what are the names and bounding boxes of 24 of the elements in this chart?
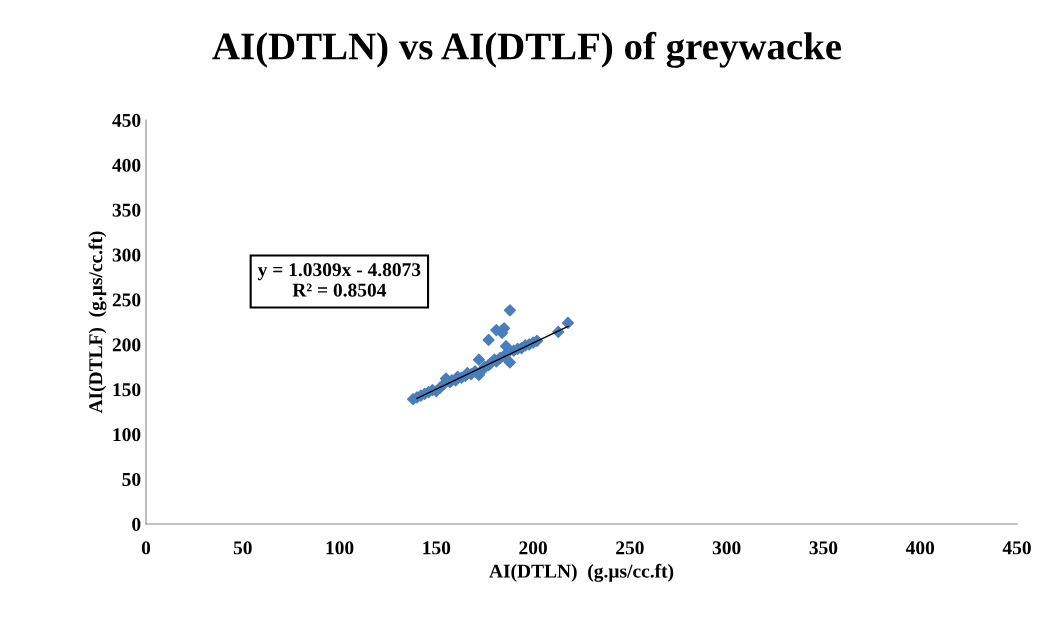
x-tick-label: 50	[233, 541, 252, 555]
annotation: y = 1.0309x - 4.8073 R² = 0.8504	[257, 263, 421, 297]
y-tick-label: 200	[112, 338, 141, 352]
x-axis-title: AI(DTLN) (g.µs/cc.ft)	[489, 563, 674, 582]
x-tick-label: 100	[326, 541, 354, 555]
y-tick-label: 0	[132, 517, 141, 531]
x-tick-label: 300	[712, 541, 741, 555]
y-tick-label: 400	[112, 158, 141, 172]
x-tick-label: 400	[905, 541, 935, 555]
y-tick-label: 350	[112, 203, 141, 217]
y-tick-label: 100	[113, 428, 141, 442]
y-tick-label: 250	[112, 293, 141, 307]
y-tick-label: 450	[112, 113, 141, 127]
x-tick-label: 200	[519, 541, 547, 555]
x-tick-label: 150	[423, 541, 451, 555]
y-tick-label: 50	[122, 472, 141, 487]
x-tick-label: 250	[616, 541, 644, 555]
y-axis-title: AI(DTLF) (g.µs/cc.ft)	[88, 231, 107, 414]
chart-title: AI(DTLN) vs AI(DTLF) of greywacke	[212, 31, 842, 68]
x-tick-label: 350	[809, 541, 838, 555]
y-tick-label: 300	[112, 248, 141, 262]
x-tick-label: 0	[141, 541, 151, 555]
y-tick-label: 150	[113, 383, 141, 397]
x-tick-label: 450	[1002, 541, 1031, 555]
